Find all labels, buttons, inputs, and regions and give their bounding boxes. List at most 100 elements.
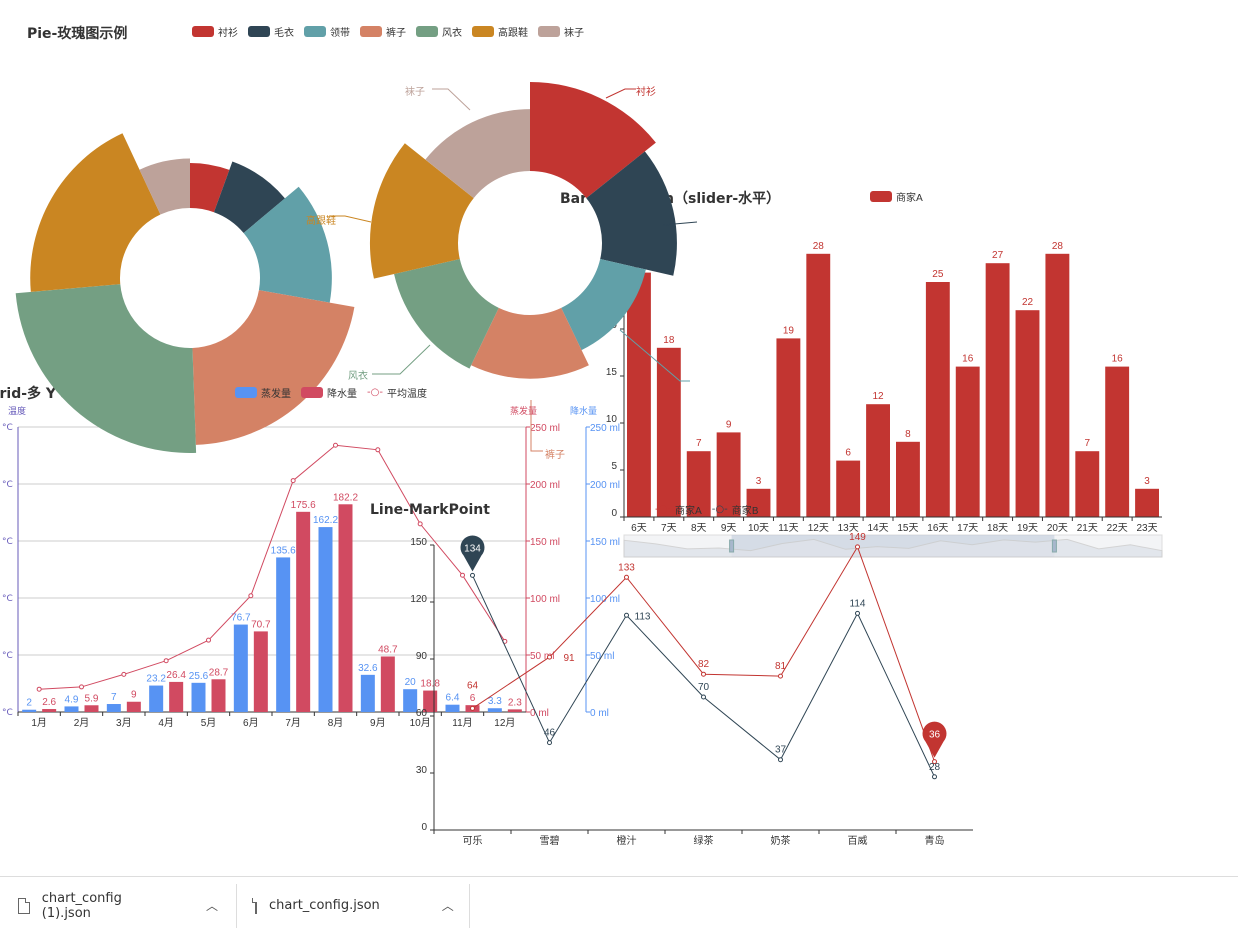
x-tick-label: 11天 [778, 523, 798, 534]
line-chart: 0 30 60 90 120 150 可乐 雪碧 橙汁 绿茶 奶茶 百威 青岛 64 91 133 82 81 14… [410, 532, 973, 847]
slider-handle[interactable] [729, 539, 735, 553]
line-point [701, 694, 706, 700]
line-value-label: 82 [698, 659, 710, 670]
bar [836, 460, 861, 517]
legend-label[interactable]: 降水量 [327, 389, 357, 400]
bar-precipitation [211, 679, 226, 712]
legend-swatch[interactable] [472, 26, 494, 37]
y-tick-label: 0 [611, 508, 617, 519]
legend-swatch[interactable] [301, 387, 323, 398]
bar-value-label: 19 [783, 325, 795, 336]
legend-label[interactable]: 衬衫 [218, 28, 238, 39]
bar-precipitation [253, 631, 268, 712]
bar-precipitation [169, 681, 184, 712]
right-tick-label-evaporation: 50 ml [530, 651, 554, 662]
legend-swatch[interactable] [248, 26, 270, 37]
chevron-up-icon[interactable]: ︿ [441, 899, 454, 913]
temperature-point [163, 658, 169, 664]
value-label-precipitation: 6 [470, 693, 476, 704]
charts-svg: 0 5 10 15 20 2 6 6天 18 7天 7 8天 9 9天 3 10天 19 11天 28 12天 6 13天… [2, 235, 1163, 847]
legend-swatch[interactable] [416, 26, 438, 37]
rose-sector [471, 307, 589, 379]
legend-line-marker[interactable]: -○- [367, 387, 383, 398]
legend-label[interactable]: 风衣 [442, 28, 462, 39]
bar [955, 366, 980, 517]
line-point [624, 612, 629, 618]
markpoint-label: 36 [929, 730, 941, 741]
line-value-label: 113 [635, 611, 651, 622]
x-tick-label: 6天 [631, 523, 647, 534]
legend-label[interactable]: 裤子 [386, 28, 406, 39]
bar-value-label: 12 [872, 391, 884, 402]
chevron-up-icon[interactable]: ︿ [205, 899, 218, 913]
legend-label[interactable]: 领带 [330, 28, 350, 39]
temperature-point [460, 572, 465, 578]
bar-legend[interactable]: 商家A [870, 189, 923, 204]
legend-swatch[interactable] [360, 26, 382, 37]
right-tick-label-precipitation: 200 ml [590, 480, 620, 491]
legend-marker-b[interactable]: -○- [711, 504, 728, 515]
rose-sector [561, 259, 646, 351]
rose-sector [30, 133, 161, 292]
value-label-precipitation: 26.4 [166, 670, 186, 681]
bar-value-label: 6 [845, 448, 851, 459]
x-tick-label: 12天 [808, 523, 829, 534]
left-tick-label: °C [2, 480, 13, 490]
legend-swatch[interactable] [304, 26, 326, 37]
slider-handle[interactable] [1051, 539, 1057, 553]
value-label-evaporation: 6.4 [446, 693, 460, 704]
line-point [855, 544, 860, 550]
legend-label[interactable]: 高跟鞋 [498, 28, 528, 39]
markpoint-pin [460, 535, 485, 572]
x-tick-label: 11月 [452, 717, 472, 729]
legend-label[interactable]: 毛衣 [274, 28, 294, 39]
bar [716, 432, 741, 517]
bar-value-label: 22 [1022, 297, 1034, 308]
y-tick-label: 15 [606, 367, 618, 378]
value-label-evaporation: 32.6 [358, 663, 378, 674]
right-tick-label-precipitation: 150 ml [590, 537, 620, 548]
x-tick-label: 20天 [1047, 523, 1068, 534]
value-label-evaporation: 135.6 [271, 545, 296, 556]
bar-value-label: 3 [756, 476, 762, 487]
line-value-label: 70 [698, 682, 710, 693]
bar-value-label: 18 [663, 335, 675, 346]
download-item[interactable]: chart_config.json ︿ [237, 883, 470, 928]
bar-value-label: 25 [932, 269, 944, 280]
legend-swatch[interactable] [235, 387, 257, 398]
x-tick-label: 8月 [328, 717, 344, 729]
x-tick-label: 2月 [74, 717, 90, 729]
value-label-evaporation: 2 [26, 698, 32, 709]
legend-marker-a[interactable]: -●- [655, 504, 671, 515]
temperature-point [121, 671, 127, 677]
slider-preview [623, 538, 1163, 558]
file-icon [252, 897, 257, 914]
bar-precipitation [84, 705, 99, 712]
legend-label[interactable]: 蒸发量 [261, 389, 291, 400]
temperature-point [248, 593, 254, 599]
right-tick-label-precipitation: 250 ml [590, 423, 620, 434]
value-label-precipitation: 9 [131, 690, 137, 701]
right-tick-label-precipitation: 0 ml [590, 708, 609, 719]
line-value-label: 133 [618, 562, 635, 573]
legend-label[interactable]: 袜子 [564, 28, 584, 39]
datazoom-slider[interactable] [623, 534, 1163, 558]
legend-swatch[interactable] [538, 26, 560, 37]
legend-label[interactable]: 商家A [674, 506, 702, 517]
legend-swatch[interactable] [192, 26, 214, 37]
x-tick-label: 16天 [927, 523, 948, 534]
legend-label[interactable]: 平均温度 [386, 389, 427, 400]
value-label-precipitation: 5.9 [85, 693, 99, 704]
value-label-precipitation: 2.3 [508, 697, 522, 708]
download-filename[interactable]: chart_config (1).json [41, 890, 122, 921]
bar-value-label: 7 [696, 438, 702, 449]
download-filename[interactable]: chart_config.json [269, 898, 380, 913]
legend-label[interactable]: 商家B [731, 506, 759, 517]
right-tick-label-evaporation: 0 ml [530, 708, 549, 719]
temperature-point [417, 521, 423, 527]
bar-precipitation [507, 709, 522, 712]
x-tick-label: 5月 [201, 717, 217, 729]
download-item[interactable]: chart_config (1).json ︿ [0, 883, 237, 928]
temperature-line [39, 444, 506, 690]
bar [896, 441, 920, 517]
